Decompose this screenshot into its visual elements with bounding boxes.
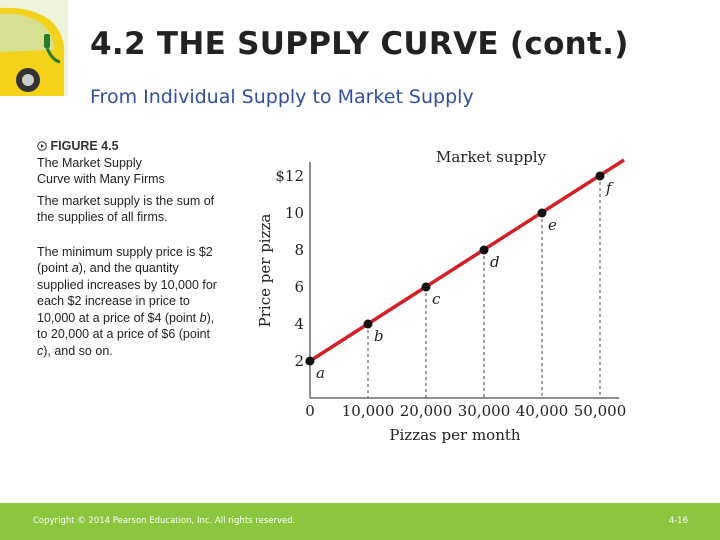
data-points: a b c d e f xyxy=(305,171,614,382)
data-point-c xyxy=(421,282,431,292)
data-point-b xyxy=(363,319,373,329)
point-label-e: e xyxy=(548,216,557,234)
corner-decoration-car xyxy=(0,0,68,96)
curve-label: Market supply xyxy=(436,148,547,166)
caption-paragraph-1: The market supply is the sum of the supp… xyxy=(37,193,215,225)
caption-text: The minimum supply price is $2 (point xyxy=(37,244,213,276)
y-tick-label: 4 xyxy=(294,315,304,333)
x-tick-label: 0 xyxy=(305,402,315,420)
caption-text: ), and so on. xyxy=(43,343,113,358)
data-point-e xyxy=(537,208,547,218)
y-tick-label: $12 xyxy=(275,167,304,185)
caption-text: ), to 20,000 at a price of $6 (point xyxy=(37,310,215,342)
caption-point-ref: a xyxy=(71,261,79,275)
point-label-f: f xyxy=(605,179,614,197)
point-label-d: d xyxy=(490,253,500,271)
footer-copyright: Copyright © 2014 Pearson Education, Inc.… xyxy=(33,516,296,526)
point-label-a: a xyxy=(316,364,325,382)
figure-label: FIGURE 4.5 xyxy=(50,139,119,153)
x-tick-label: 30,000 xyxy=(458,402,511,420)
x-tick-label: 20,000 xyxy=(400,402,453,420)
dropdown-lines xyxy=(367,176,601,398)
x-tick-labels: 0 10,000 20,000 30,000 40,000 50,000 xyxy=(305,402,626,420)
data-point-a xyxy=(305,356,315,366)
play-circle-icon[interactable] xyxy=(37,139,50,153)
caption-text: ), and the quantity supplied increases b… xyxy=(37,261,217,325)
slide-subtitle: From Individual Supply to Market Supply xyxy=(90,86,474,108)
caption-point-ref: c xyxy=(37,343,44,358)
figure-title-line2: Curve with Many Firms xyxy=(37,172,165,186)
x-tick-label: 10,000 xyxy=(342,402,395,420)
point-label-b: b xyxy=(374,327,384,345)
caption-paragraph-2: The minimum supply price is $2 (point a)… xyxy=(37,244,227,360)
y-tick-label: 10 xyxy=(285,204,304,222)
y-tick-label: 8 xyxy=(294,241,304,259)
point-label-c: c xyxy=(432,290,441,308)
figure-heading: FIGURE 4.5 xyxy=(37,138,227,155)
data-point-f xyxy=(595,171,605,181)
supply-curve-line xyxy=(305,158,625,365)
market-supply-chart: 2 4 6 8 10 $12 0 10,000 20,000 30,000 40,000 50,00… xyxy=(256,148,626,444)
caption-point-ref: b xyxy=(199,310,207,325)
slide-title: 4.2 THE SUPPLY CURVE (cont.) xyxy=(90,26,629,62)
x-axis-label: Pizzas per month xyxy=(389,426,520,444)
figure-caption: FIGURE 4.5 The Market Supply Curve with … xyxy=(37,138,227,359)
y-axis-label: Price per pizza xyxy=(256,214,274,328)
figure-title-line1: The Market Supply xyxy=(37,155,142,170)
y-tick-label: 2 xyxy=(294,352,304,370)
data-point-d xyxy=(479,245,489,255)
footer-page-number: 4-16 xyxy=(668,516,688,526)
x-tick-label: 50,000 xyxy=(574,402,627,420)
y-tick-labels: 2 4 6 8 10 $12 xyxy=(275,167,304,370)
x-tick-label: 40,000 xyxy=(516,402,569,420)
footer-bar: Copyright © 2014 Pearson Education, Inc.… xyxy=(0,503,720,540)
y-tick-label: 6 xyxy=(294,278,304,296)
